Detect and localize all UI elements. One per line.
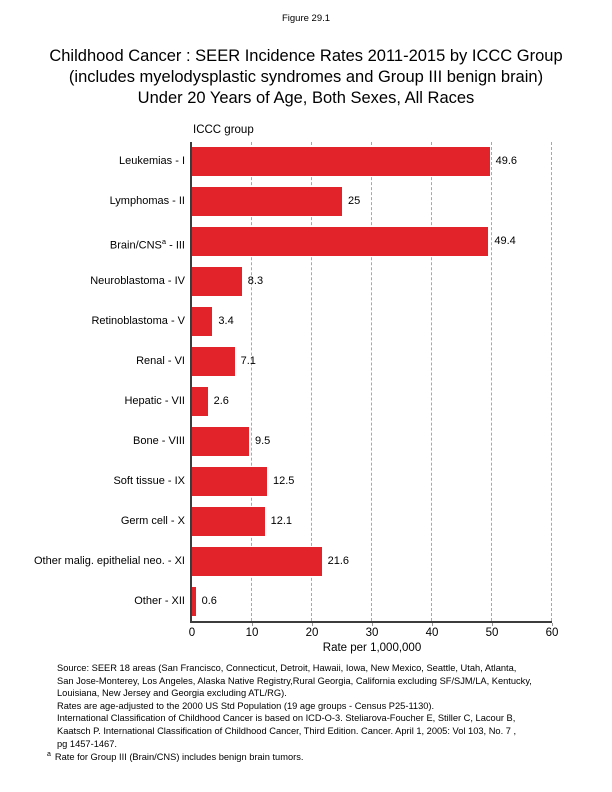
bar: [192, 147, 490, 177]
gridline: [431, 142, 432, 621]
category-label: Brain/CNSa - III: [109, 237, 185, 252]
value-label: 25: [348, 195, 361, 208]
title-line-2: (includes myelodysplastic syndromes and …: [68, 68, 544, 86]
category-label: Other malig. epithelial neo. - XI: [33, 554, 185, 567]
value-label: 3.4: [218, 315, 234, 328]
gridline: [371, 142, 372, 621]
footnote: a Rate for Group III (Brain/CNS) includes…: [47, 751, 303, 762]
category-superscript: a: [161, 237, 167, 247]
bar: [192, 307, 213, 337]
bar-row: Other malig. epithelial neo. - XI 21.6: [34, 546, 552, 576]
gridline: [251, 142, 252, 621]
bar: [192, 586, 196, 616]
axis-tick: [552, 623, 553, 626]
x-axis-line: [190, 621, 552, 623]
category-label: Lymphomas - II: [109, 195, 185, 208]
title-line-1: Childhood Cancer : SEER Incidence Rates …: [49, 47, 563, 65]
bar: [192, 466, 267, 496]
x-tick-label: 10: [245, 627, 259, 639]
category-label: Neuroblastoma - IV: [90, 275, 185, 288]
bar: [192, 347, 235, 377]
footer-line: Rates are age-adjusted to the 2000 US St…: [57, 700, 435, 711]
figure-label: Figure 29.1: [281, 13, 331, 24]
value-label: 49.4: [494, 235, 516, 248]
value-label: 9.5: [255, 434, 271, 447]
value-label: 49.6: [495, 155, 518, 168]
bar: [192, 187, 342, 217]
x-axis-title: Rate per 1,000,000: [322, 642, 422, 654]
bar: [192, 506, 265, 536]
value-label: 21.6: [327, 554, 350, 567]
bar-row: Lymphomas - II 25: [110, 187, 552, 217]
bar-row: Brain/CNSa - III 49.4: [110, 227, 552, 257]
value-label: 7.1: [240, 355, 256, 368]
y-axis-line: [190, 142, 192, 623]
x-tick-label: 40: [425, 627, 439, 639]
bar: [192, 227, 489, 257]
bar-row: Other - XII 0.6: [134, 586, 552, 616]
value-label: 12.1: [270, 514, 293, 527]
plot-area: 0 10 20 30 40 50 60 Leukemias - I 49.6 Lymphomas …: [34, 142, 558, 639]
footer-line: San Jose-Monterey, Los Angeles, Alaska N…: [57, 675, 532, 686]
x-tick-label: 30: [365, 627, 379, 639]
footer-line: pg 1457-1467.: [57, 738, 117, 749]
category-label: Germ cell - X: [120, 514, 185, 527]
bar-row: Hepatic - VII 2.6: [124, 386, 552, 416]
footer-line: Source: SEER 18 areas (San Francisco, Co…: [57, 663, 517, 673]
axis-tick: [252, 623, 253, 626]
bar-row: Renal - VI 7.1: [136, 347, 552, 377]
bar: [192, 426, 249, 456]
category-label: Soft tissue - IX: [113, 474, 185, 487]
bar: [192, 546, 322, 576]
y-axis-group-title: ICCC group: [193, 124, 254, 136]
bar-row: Soft tissue - IX 12.5: [113, 466, 552, 496]
value-label: 0.6: [201, 594, 217, 607]
chart-title: Childhood Cancer : SEER Incidence Rates …: [0, 46, 612, 109]
bar-row: Germ cell - X 12.1: [121, 506, 552, 536]
bar-row: Neuroblastoma - IV 8.3: [90, 267, 552, 297]
value-label: 8.3: [247, 275, 264, 288]
axis-tick: [492, 623, 493, 626]
bar-row: Retinoblastoma - V 3.4: [91, 307, 552, 337]
x-tick-label: 60: [545, 627, 559, 639]
gridline: [491, 142, 492, 621]
x-tick-label: 0: [188, 627, 196, 639]
category-label: Bone - VIII: [133, 434, 185, 447]
value-label: 2.6: [213, 394, 229, 407]
category-label: Retinoblastoma - V: [91, 315, 185, 328]
x-tick-label: 50: [485, 627, 499, 639]
footer-line: Kaatsch P. International Classification …: [57, 725, 517, 736]
axis-tick: [312, 623, 313, 626]
bar: [192, 267, 242, 297]
footer-line: Louisiana, New Jersey and Georgia exclud…: [57, 688, 287, 699]
footer-line: International Classification of Childhoo…: [57, 713, 516, 724]
bar-row: Bone - VIII 9.5: [133, 426, 552, 456]
title-line-3: Under 20 Years of Age, Both Sexes, All R…: [137, 89, 475, 107]
footnote-text: Rate for Group III (Brain/CNS) includes …: [54, 752, 304, 763]
category-label: Leukemias - I: [118, 155, 185, 168]
gridline: [311, 142, 312, 621]
category-label: Hepatic - VII: [124, 394, 185, 407]
x-tick-label: 20: [305, 627, 319, 639]
category-label: Renal - VI: [136, 355, 185, 368]
category-label: Other - XII: [134, 594, 185, 607]
bar: [192, 386, 208, 416]
footer-source: Source: SEER 18 areas (San Francisco, Co…: [57, 662, 577, 750]
axis-tick: [432, 623, 433, 626]
footnote-marker: a: [47, 751, 51, 758]
bar-row: Leukemias - I 49.6: [119, 147, 552, 177]
axis-tick: [372, 623, 373, 626]
value-label: 12.5: [273, 474, 295, 487]
gridline: [551, 142, 552, 621]
